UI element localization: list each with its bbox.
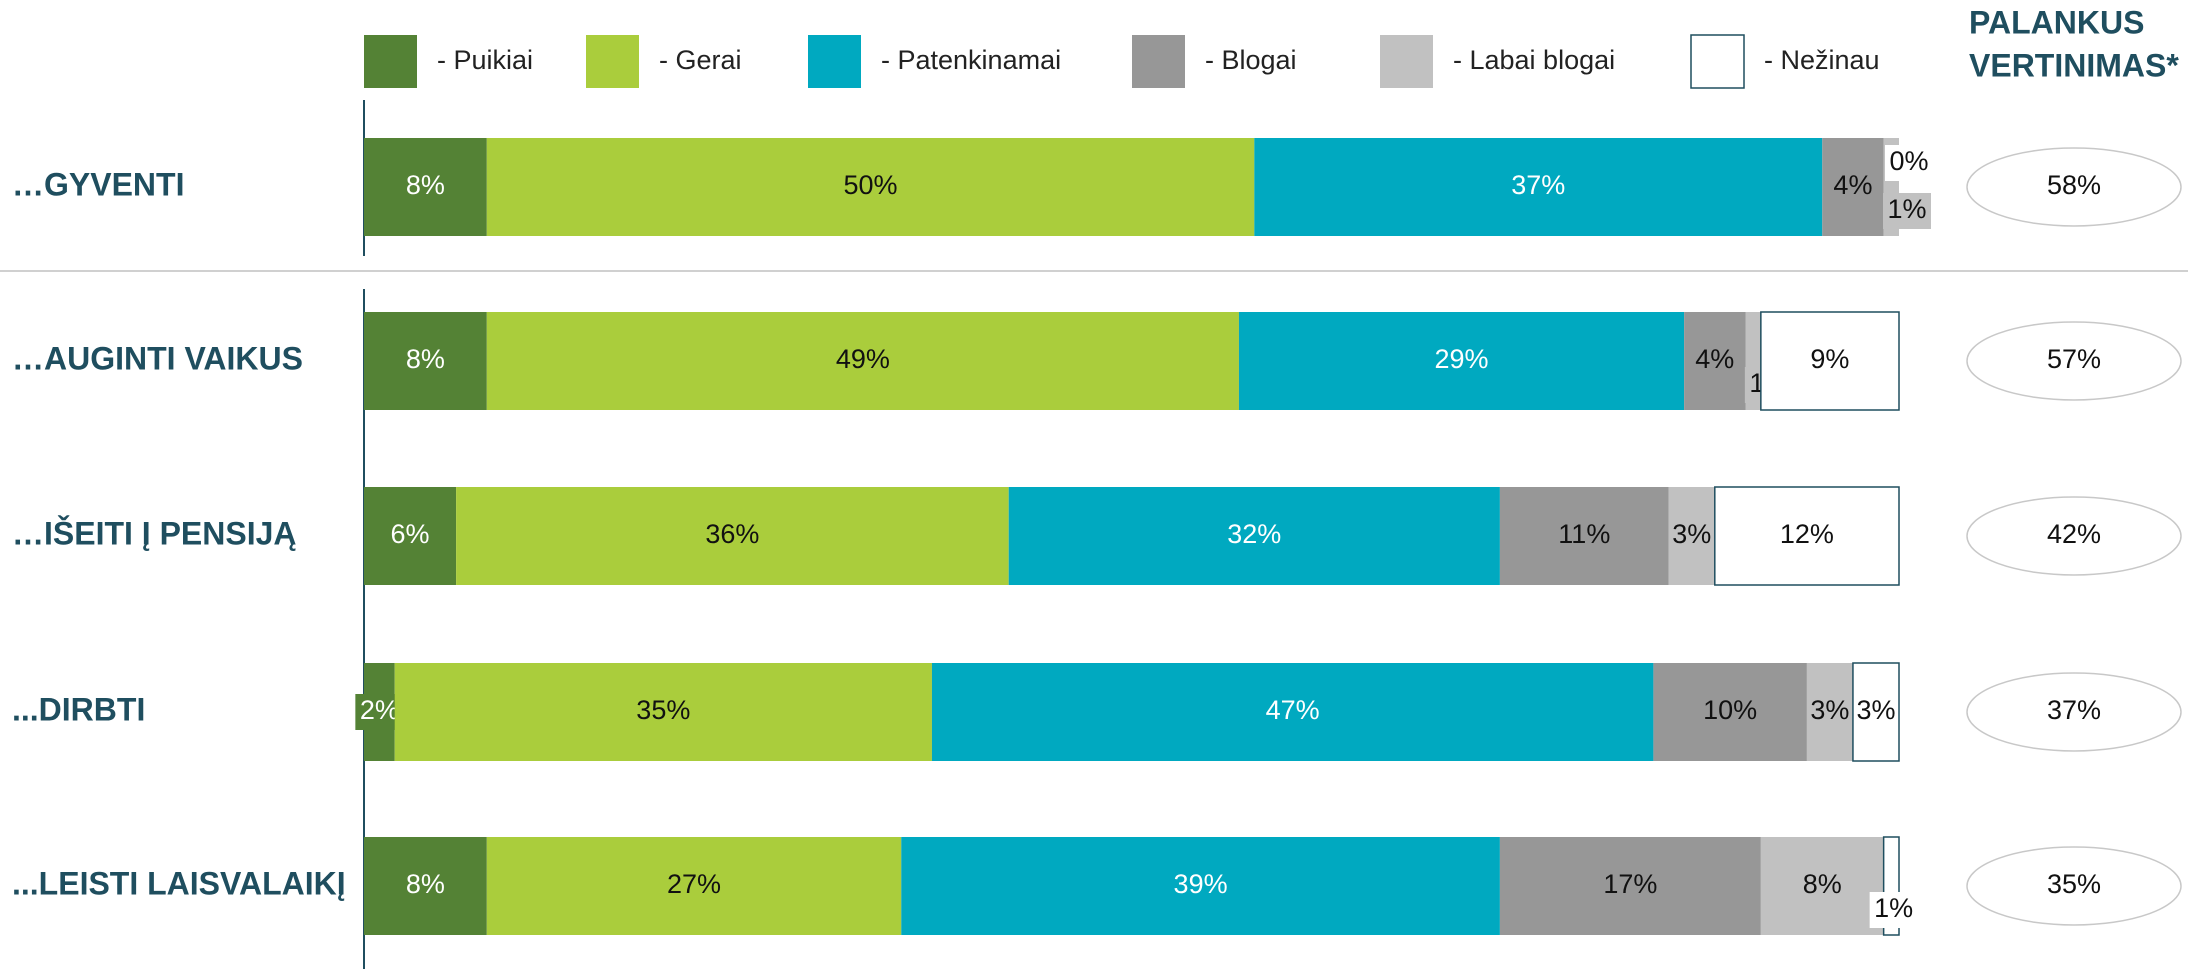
legend-label: - Gerai [659,45,742,75]
bar-segment [394,663,932,761]
value-label: 8% [1803,869,1842,899]
legend-swatch [1690,34,1745,89]
bar-segment [364,138,487,236]
category-label: ...DIRBTI [12,691,145,727]
value-label: 11% [1558,519,1610,549]
bar-segment [364,837,487,935]
legend-swatch [1380,35,1433,88]
label-background [1885,145,1933,181]
category-label: …AUGINTI VAIKUS [12,340,303,376]
bar-segment [364,312,487,410]
bar-segment [1254,138,1823,236]
value-label: 37% [1511,170,1565,200]
value-label: 0% [1889,146,1928,176]
favorable-label: 42% [2047,519,2101,549]
legend-label: - Nežinau [1764,45,1880,75]
value-label: 29% [1435,344,1489,374]
value-label: 17% [1603,869,1657,899]
value-label: 4% [1695,344,1734,374]
value-label: 1% [1874,893,1913,923]
bar-segment [1852,662,1900,762]
legend-swatch [808,35,861,88]
value-label: 50% [844,170,898,200]
bar-segment [1238,312,1685,410]
legend-swatch [364,35,417,88]
favorable-label: 35% [2047,869,2101,899]
value-label: 2% [360,695,399,725]
bar-segment [1653,663,1807,761]
favorable-header: PALANKUS [1969,4,2144,40]
bar-segment [486,138,1255,236]
category-label: …GYVENTI [12,166,184,202]
value-label: 6% [391,519,430,549]
legend-label: - Blogai [1205,45,1297,75]
value-label: 12% [1780,519,1834,549]
value-label: 8% [406,869,445,899]
bar-segment [1499,837,1761,935]
legend-label: - Patenkinamai [881,45,1061,75]
bar-segment [1684,312,1746,410]
bar-segment [1760,311,1900,411]
bar-segment [1806,663,1853,761]
value-label: 9% [1810,344,1849,374]
value-label: 8% [406,170,445,200]
value-label: 3% [1810,695,1849,725]
legend-swatch [1132,35,1185,88]
favorable-badge [1966,846,2182,926]
favorable-header: VERTINIMAS* [1969,47,2179,83]
bar-segment [1668,487,1715,585]
value-label: 36% [705,519,759,549]
label-background [1883,193,1931,229]
favorable-badge [1966,147,2182,227]
value-label: 1% [1887,194,1926,224]
value-label: 39% [1174,869,1228,899]
favorable-label: 57% [2047,344,2101,374]
value-label: 49% [836,344,890,374]
bar-segment [364,487,457,585]
label-background [1869,892,1918,928]
favorable-label: 58% [2047,170,2101,200]
bar-segment [901,837,1500,935]
favorable-badge [1966,496,2182,576]
favorable-label: 37% [2047,695,2101,725]
legend-label: - Puikiai [437,45,533,75]
value-label: 4% [1833,170,1872,200]
value-label: 8% [406,344,445,374]
value-label: 3% [1672,519,1711,549]
bar-segment [1499,487,1669,585]
legend-label: - Labai blogai [1453,45,1615,75]
bar-segment [931,663,1654,761]
favorable-badge [1966,321,2182,401]
bar-segment [1822,138,1884,236]
legend-swatch [586,35,639,88]
category-label: …IŠEITI Į PENSIJĄ [12,515,297,551]
value-label: 10% [1703,695,1757,725]
bar-segment [486,312,1239,410]
category-label: ...LEISTI LAISVALAIKĮ [12,865,346,901]
value-label: 35% [636,695,690,725]
favorable-badge [1966,672,2182,752]
bar-segment [1008,487,1500,585]
bar-segment [1714,486,1900,586]
value-label: 27% [667,869,721,899]
value-label: 3% [1856,695,1895,725]
bar-segment [486,837,902,935]
value-label: 47% [1266,695,1320,725]
value-label: 32% [1227,519,1281,549]
bar-segment [1760,837,1884,935]
bar-segment [456,487,1009,585]
